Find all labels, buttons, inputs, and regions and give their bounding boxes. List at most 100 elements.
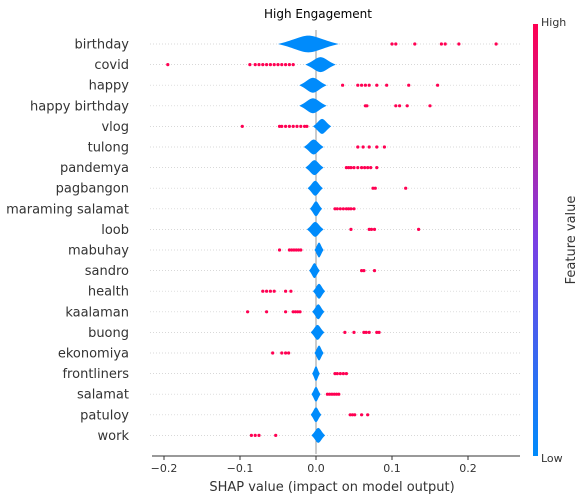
violin-low-values [309,201,323,217]
high-value-point [249,433,253,437]
high-value-point [352,166,356,170]
high-value-point [394,42,398,46]
high-value-point [457,42,461,46]
high-value-point [337,392,341,396]
high-value-point [343,330,347,334]
feature-row-health: health [88,283,520,300]
high-value-point [344,372,348,376]
high-value-point [344,207,348,211]
violin-low-values [314,345,324,361]
high-value-point [364,330,368,334]
high-value-point [352,207,356,211]
high-value-point [349,207,353,211]
high-value-point [274,433,278,437]
high-value-point [287,351,291,355]
high-value-point [382,145,386,149]
high-value-point [369,166,373,170]
feature-label: patuloy [80,408,129,423]
feature-row-tulong: tulong [88,139,520,156]
high-value-point [296,248,301,252]
high-value-point [385,83,389,87]
high-value-point [367,227,371,231]
high-value-point [265,289,269,293]
feature-rows: birthday covid happy happy birthday vlog tulo… [6,30,520,454]
high-value-point [290,248,294,252]
high-value-point [291,124,295,128]
x-axis-title: SHAP value (impact on model output) [209,480,454,495]
high-value-point [375,145,379,149]
high-value-point [494,42,498,46]
feature-label: sandro [85,264,129,279]
high-value-point [347,166,351,170]
high-value-point [284,63,288,67]
violin-low-values [305,160,324,176]
high-value-point [277,124,282,128]
violin-low-values [303,139,324,155]
x-tick-label: 0.1 [383,462,401,475]
violin-low-values [305,57,336,73]
high-value-point [394,104,398,108]
feature-label: ekonomiya [58,347,129,362]
high-value-point [363,166,367,170]
high-value-point [341,83,345,87]
feature-row-loob: loob [101,221,520,238]
high-value-point [363,83,367,87]
high-value-point [253,433,257,437]
high-value-point [362,269,366,273]
high-value-point [299,248,303,252]
violin-low-values [310,407,322,423]
high-value-point [417,227,421,231]
high-value-point [328,392,332,396]
feature-label: maraming salamat [6,202,129,217]
feature-row-vlog: vlog [101,118,520,135]
high-value-point [348,413,352,417]
high-value-point [287,124,291,128]
chart-title: High Engagement [264,7,372,21]
high-value-point [268,289,272,293]
high-value-point [332,392,336,396]
violin-low-values [306,221,324,237]
high-value-point [404,186,408,190]
feature-label: happy birthday [30,99,129,114]
high-value-point [349,227,353,231]
violin-low-values [299,98,327,114]
feature-label: salamat [77,388,129,403]
colorbar [533,24,538,456]
feature-label: vlog [101,120,129,135]
high-value-point [407,83,411,87]
feature-row-birthday: birthday [75,35,520,53]
feature-row-pagbangon: pagbangon [56,180,520,197]
high-value-point [298,310,302,314]
high-value-point [333,372,337,376]
violin-low-values [312,304,325,320]
high-value-point [257,433,261,437]
high-value-point [360,166,364,170]
feature-label: tulong [88,141,129,156]
violin-low-values [299,77,327,93]
high-value-point [436,83,440,87]
violin-low-values [311,386,321,402]
x-tick-label: −0.2 [151,462,178,475]
feature-row-work: work [98,427,520,444]
x-tick-label: 0.2 [459,462,477,475]
feature-label: mabuhay [68,244,129,259]
high-value-point [390,42,394,46]
high-value-point [333,207,337,211]
high-value-point [280,124,284,128]
high-value-point [253,63,257,67]
high-value-point [265,310,269,314]
high-value-point [248,63,252,67]
high-value-point [372,227,377,231]
high-value-point [371,186,375,190]
high-value-point [356,83,360,87]
feature-label: kaalaman [65,305,129,320]
feature-label: health [88,285,129,300]
high-value-point [271,351,275,355]
feature-label: happy [89,79,130,94]
high-value-point [375,83,379,87]
feature-label: birthday [75,38,130,53]
high-value-point [280,351,284,355]
high-value-point [246,310,250,314]
feature-label: loob [101,223,129,238]
